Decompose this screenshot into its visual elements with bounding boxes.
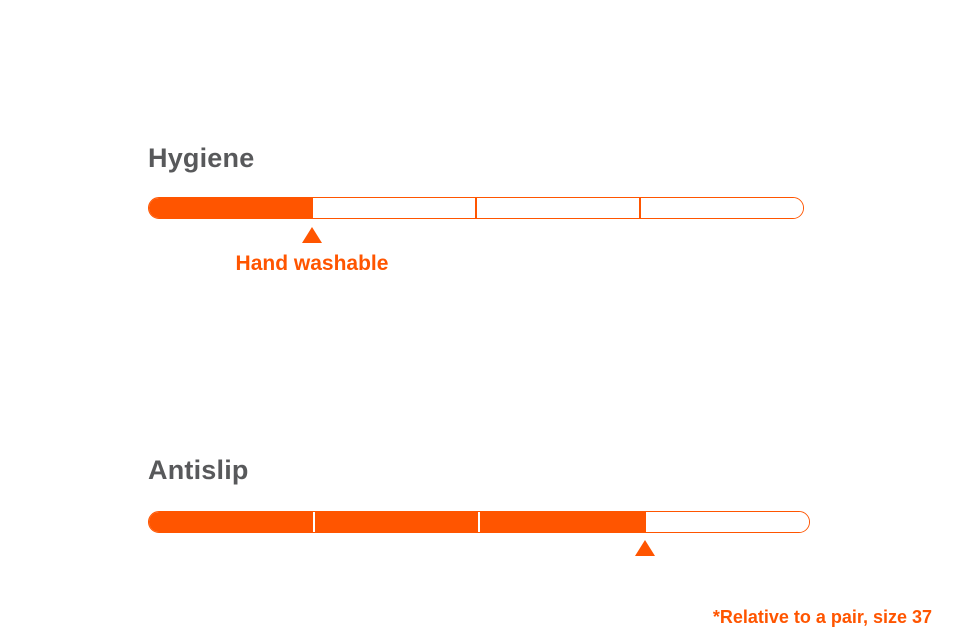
footnote: *Relative to a pair, size 37 xyxy=(712,607,932,627)
rating-hygiene: Hygiene Hand washable xyxy=(148,142,804,275)
triangle-up-icon xyxy=(634,540,655,556)
bar-segment-empty xyxy=(639,198,803,218)
bar-segment-filled xyxy=(149,512,313,532)
triangle-up-icon xyxy=(302,227,322,243)
bar-segment-filled xyxy=(312,512,478,532)
rating-bar xyxy=(148,197,804,219)
rating-title: Antislip xyxy=(148,455,249,485)
marker-label: Hand washable xyxy=(235,252,389,275)
bar-segment-filled xyxy=(149,198,311,218)
bar-segment-empty xyxy=(643,512,809,532)
rating-bar xyxy=(148,511,810,533)
rating-title: Hygiene xyxy=(148,143,255,173)
bar-segment-empty xyxy=(475,198,639,218)
bar-segment-filled xyxy=(478,512,644,532)
bar-segment-empty xyxy=(311,198,475,218)
rating-antislip: Antislip xyxy=(148,454,810,556)
